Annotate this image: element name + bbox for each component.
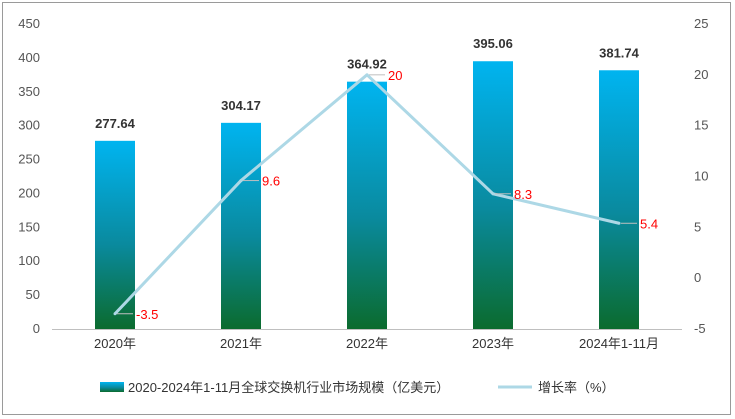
x-axis: 2020年 2021年 2022年 2023年 2024年1-11月 xyxy=(52,329,682,351)
y-left-tick-label: 200 xyxy=(18,185,40,200)
y-left-tick-label: 250 xyxy=(18,152,40,167)
x-tick-label: 2023年 xyxy=(472,336,514,351)
bar xyxy=(599,70,639,330)
y-left-tick-label: 100 xyxy=(18,253,40,268)
legend-bar-label: 2020-2024年1-11月全球交换机行业市场规模（亿美元） xyxy=(128,380,449,395)
bar-value-label: 304.17 xyxy=(221,98,261,113)
bar-value-label: 277.64 xyxy=(95,116,136,131)
y-left-tick-label: 450 xyxy=(18,16,40,31)
bar xyxy=(347,81,387,329)
rate-value-label: -3.5 xyxy=(136,307,158,322)
rate-value-label: 5.4 xyxy=(640,216,658,231)
legend-line-label: 增长率（%） xyxy=(538,380,615,395)
line-series: -3.5 9.6 20 8.3 5.4 xyxy=(113,68,658,322)
y-right-tick-label: 15 xyxy=(694,118,708,133)
growth-rate-point xyxy=(365,73,369,77)
y-left-tick-label: 300 xyxy=(18,118,40,133)
rate-value-label: 9.6 xyxy=(262,174,280,189)
x-tick-label: 2020年 xyxy=(94,336,136,351)
bar-series: 277.64 304.17 364.92 395.06 381.74 xyxy=(95,36,640,330)
growth-rate-point xyxy=(239,179,243,183)
rate-value-label: 8.3 xyxy=(514,187,532,202)
y-left-tick-label: 0 xyxy=(33,321,40,336)
y-right-tick-label: 25 xyxy=(694,16,708,31)
y-right-tick-label: 10 xyxy=(694,169,708,184)
y-right-tick-label: 20 xyxy=(694,67,708,82)
y-right-tick-label: 0 xyxy=(694,270,701,285)
growth-rate-point xyxy=(491,192,495,196)
y-right-tick-label: 5 xyxy=(694,219,701,234)
y-axis-left: 0 50 100 150 200 250 300 350 400 450 xyxy=(18,16,40,336)
y-left-tick-label: 400 xyxy=(18,50,40,65)
legend-bar-swatch xyxy=(100,382,124,392)
x-tick-label: 2022年 xyxy=(346,336,388,351)
rate-value-label: 20 xyxy=(388,68,402,83)
bar-value-label: 364.92 xyxy=(347,57,387,72)
y-right-tick-label: -5 xyxy=(694,321,706,336)
y-left-tick-label: 50 xyxy=(26,287,40,302)
bar-value-label: 381.74 xyxy=(599,45,640,60)
x-tick-label: 2021年 xyxy=(220,336,262,351)
x-tick-label: 2024年1-11月 xyxy=(579,336,659,351)
y-left-tick-label: 150 xyxy=(18,219,40,234)
y-left-tick-label: 350 xyxy=(18,84,40,99)
legend: 2020-2024年1-11月全球交换机行业市场规模（亿美元） 增长率（%） xyxy=(100,380,615,395)
y-axis-right: -5 0 5 10 15 20 25 xyxy=(694,16,708,336)
growth-rate-point xyxy=(617,221,621,225)
bar-value-label: 395.06 xyxy=(473,36,513,51)
growth-rate-point xyxy=(113,312,117,316)
bar xyxy=(221,122,261,329)
